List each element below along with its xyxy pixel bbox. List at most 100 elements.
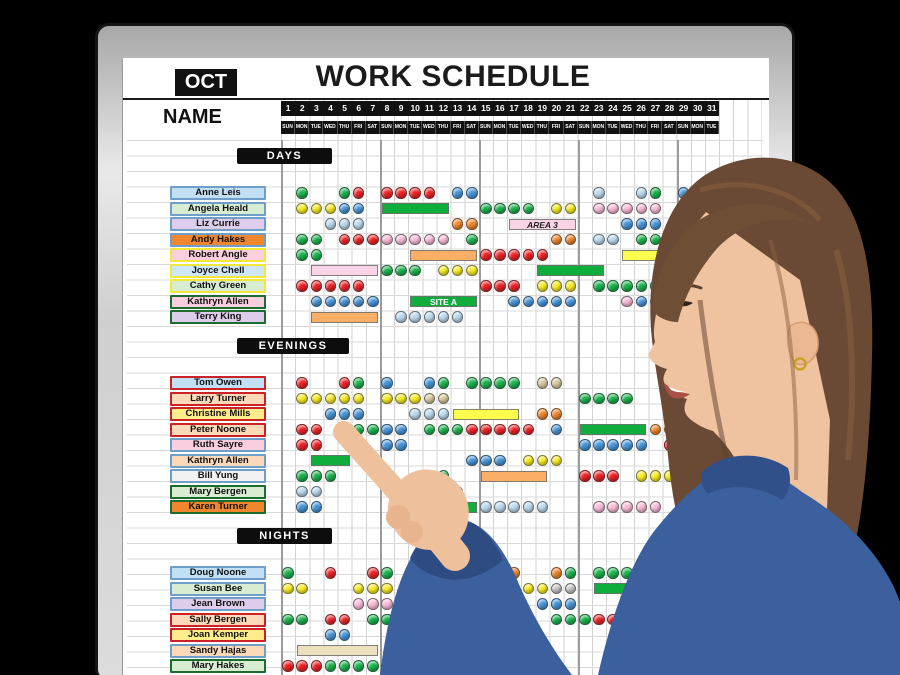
schedule-bar-green — [579, 424, 647, 435]
weekday-cell: SUN — [479, 121, 493, 134]
date-cell: 3 — [313, 103, 319, 113]
weekday-cell: THU — [634, 121, 649, 134]
magnet-dot-blue — [635, 439, 648, 451]
magnet-dot-red — [409, 187, 421, 199]
magnet-dot-red — [296, 660, 308, 672]
magnet-dot-green — [621, 392, 633, 405]
magnet-dot-red — [508, 423, 520, 436]
magnet-dot-yellow — [437, 264, 450, 277]
magnet-dot-yellow — [466, 264, 478, 277]
schedule-bar-label: SITE A — [410, 296, 477, 307]
magnet-dot-green — [324, 660, 337, 672]
schedule-bar-orange — [480, 470, 548, 482]
name-tag: Susan Bee — [170, 581, 266, 596]
magnet-dot-lightblue — [494, 501, 506, 513]
magnet-dot-orange — [564, 233, 577, 246]
schedule-bar-green — [537, 265, 604, 276]
magnet-dot-green — [310, 470, 323, 482]
schedule-bar-green — [593, 583, 661, 594]
week-divider — [479, 140, 481, 675]
magnet-dot-blue — [395, 439, 407, 451]
magnet-dot-orange — [550, 408, 563, 420]
magnet-dot-pink — [593, 501, 605, 513]
magnet-dot-green — [282, 567, 294, 579]
date-cell: 28 — [664, 103, 675, 113]
weekday-cell: SUN — [281, 121, 296, 134]
weekday-cell: SUN — [677, 121, 691, 134]
magnet-dot-blue — [352, 202, 365, 215]
weekday-cell: SAT — [662, 121, 677, 134]
magnet-dot-lightblue — [409, 408, 421, 420]
magnet-dot-blue — [593, 439, 605, 451]
magnet-dot-blue — [536, 598, 549, 610]
magnet-dot-green — [381, 660, 393, 672]
magnet-dot-lightblue — [480, 501, 492, 513]
magnet-dot-tan — [437, 392, 450, 405]
name-column-header: NAME — [163, 106, 222, 128]
name-tag: Anne Leis — [170, 186, 266, 200]
magnet-dot-blue — [536, 295, 549, 308]
date-cell: 10 — [410, 103, 420, 113]
name-tag: Terry King — [170, 310, 266, 324]
magnet-dot-pink — [437, 233, 450, 246]
magnet-dot-green — [296, 470, 308, 482]
magnet-dot-yellow — [338, 392, 351, 405]
magnet-dot-lightblue — [296, 485, 308, 498]
magnet-dot-yellow — [296, 582, 308, 595]
magnet-dot-green — [310, 233, 323, 246]
magnet-dot-red — [381, 187, 393, 199]
weekday-cell: FRI — [451, 121, 465, 134]
magnet-dot-red — [593, 613, 605, 626]
magnet-dot-green — [649, 280, 662, 292]
magnet-dot-green — [296, 187, 308, 199]
magnet-dot-blue — [423, 377, 436, 389]
magnet-dot-green — [466, 233, 478, 246]
date-cell: 31 — [707, 103, 717, 113]
date-cell: 6 — [356, 103, 362, 113]
magnet-dot-yellow — [649, 470, 662, 482]
section-label-nights: NIGHTS — [237, 528, 332, 544]
name-tag: Kathryn Allen — [170, 294, 266, 309]
date-cell: 20 — [551, 103, 562, 113]
title-divider-line — [123, 98, 769, 100]
magnet-dot-blue — [480, 454, 492, 467]
magnet-dot-green — [579, 613, 591, 626]
magnet-dot-red — [621, 613, 633, 626]
magnet-dot-green — [381, 567, 393, 579]
weekday-header-strip: SUN MON TUE WED THU FRI SAT SUN MON TUE WED THU FRI S… — [281, 121, 719, 134]
date-cell: 23 — [594, 103, 604, 113]
magnet-dot-green — [451, 423, 464, 436]
weekday-cell: WED — [422, 121, 437, 134]
date-cell: 13 — [452, 103, 463, 113]
magnet-dot-green — [480, 377, 492, 389]
weekday-cell: THU — [436, 121, 451, 134]
date-cell: 5 — [342, 103, 347, 113]
name-tag: Karen Turner — [170, 500, 266, 514]
weekday-cell: SAT — [366, 121, 380, 134]
date-cell: 18 — [523, 103, 533, 113]
magnet-dot-yellow — [381, 392, 393, 405]
name-tag: Ruth Sayre — [170, 438, 266, 452]
date-cell: 26 — [636, 103, 646, 113]
magnet-dot-green — [480, 202, 492, 215]
schedule-bar-green — [424, 501, 477, 513]
magnet-dot-yellow — [296, 392, 308, 405]
magnet-dot-red — [352, 187, 365, 199]
magnet-dot-green — [579, 392, 591, 405]
name-tag: Andy Hakes — [170, 232, 266, 247]
date-cell: 29 — [678, 103, 689, 113]
section-label-evenings: EVENINGS — [237, 338, 349, 354]
magnet-dot-lightblue — [451, 311, 464, 323]
magnet-dot-red — [663, 439, 676, 451]
magnet-dot-blue — [579, 439, 591, 451]
date-cell: 21 — [565, 103, 576, 113]
date-cell: 19 — [537, 103, 548, 113]
magnet-dot-blue — [550, 598, 563, 610]
magnet-dot-green — [649, 187, 662, 199]
magnet-dot-lightblue — [536, 501, 549, 513]
weekday-cell: SUN — [578, 121, 592, 134]
magnet-dot-green — [621, 280, 633, 292]
magnet-dot-blue — [466, 454, 478, 467]
magnet-dot-red — [324, 613, 337, 626]
magnet-dot-red — [352, 280, 365, 292]
